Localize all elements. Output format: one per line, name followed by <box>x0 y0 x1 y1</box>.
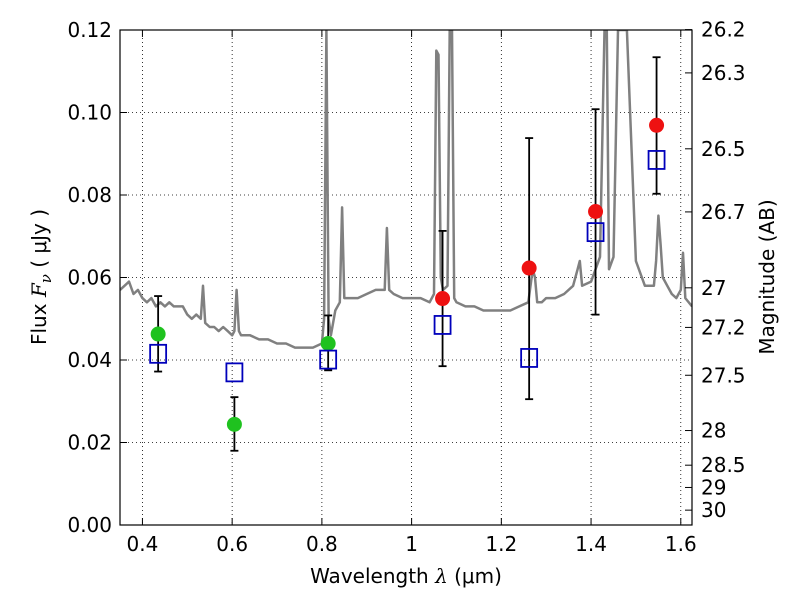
data-point <box>435 291 451 307</box>
y2-tick-label: 26.2 <box>701 18 746 42</box>
model-point <box>319 349 338 370</box>
y-tick-label: 0.10 <box>67 101 112 125</box>
x-tick-label: 0.4 <box>127 532 159 556</box>
y-axis-label-subscript: ν <box>37 274 55 283</box>
x-tick-label: 0.8 <box>306 532 338 556</box>
x-tick-label: 1.6 <box>665 532 697 556</box>
data-point <box>226 416 242 432</box>
data-point <box>588 204 604 219</box>
y-axis-label-unit: ( μJy ) <box>27 209 51 274</box>
model-point <box>586 222 605 243</box>
y-tick-label: 0.06 <box>67 266 112 290</box>
model-point <box>520 348 539 368</box>
y2-tick-label: 28 <box>701 419 726 443</box>
y2-tick-label: 26.7 <box>701 200 746 224</box>
y-tick-label: 0.12 <box>67 18 112 42</box>
data-point <box>320 336 336 351</box>
y2-tick-label: 28.5 <box>701 453 746 477</box>
x-axis-label-prefix: Wavelength <box>310 564 435 588</box>
plot-frame <box>119 29 693 526</box>
model-point <box>647 150 666 170</box>
y-tick-label: 0.02 <box>67 431 112 455</box>
model-point <box>225 362 244 383</box>
y-tick-label: 0.04 <box>67 348 112 372</box>
y-axis-label-prefix: Flux <box>27 297 51 345</box>
y2-axis-label: Magnitude (AB) <box>755 199 779 354</box>
model-point <box>149 343 168 364</box>
data-point <box>649 117 665 133</box>
data-point <box>150 326 166 342</box>
y2-tick-label: 27.5 <box>701 363 746 387</box>
x-axis-label-unit: (μm) <box>448 564 502 588</box>
y2-tick-label: 26.5 <box>701 137 746 161</box>
data-markers <box>149 117 666 432</box>
y2-tick-label: 27.2 <box>701 315 746 339</box>
x-tick-label: 1.4 <box>575 532 607 556</box>
y-axis-label: Flux Fν ( μJy ) <box>27 209 55 345</box>
y2-tick-label: 30 <box>701 498 726 522</box>
spectrum-line <box>120 30 692 349</box>
y-tick-label: 0.00 <box>67 513 112 537</box>
y-axis-label-symbol: F <box>27 282 51 298</box>
y-tick-label: 0.08 <box>67 183 112 207</box>
x-tick-label: 0.6 <box>216 532 248 556</box>
data-point <box>521 260 537 276</box>
y2-tick-label: 27 <box>701 276 726 300</box>
model-point <box>433 315 452 335</box>
x-tick-label: 1.2 <box>485 532 517 556</box>
x-axis-label-symbol: λ <box>434 564 448 588</box>
x-tick-label: 1 <box>405 532 418 556</box>
y2-tick-label: 26.3 <box>701 61 746 85</box>
ticks: 0.4 0.6 0.8 1 1.2 1.4 1.6 0.00 0.02 0.04 0.06 0.08 0… <box>67 18 745 556</box>
grid <box>120 30 692 525</box>
model-spectrum <box>120 30 692 349</box>
x-axis-label: Wavelength λ (μm) <box>310 564 502 588</box>
error-bars <box>154 56 661 452</box>
y2-tick-label: 29 <box>701 475 726 499</box>
